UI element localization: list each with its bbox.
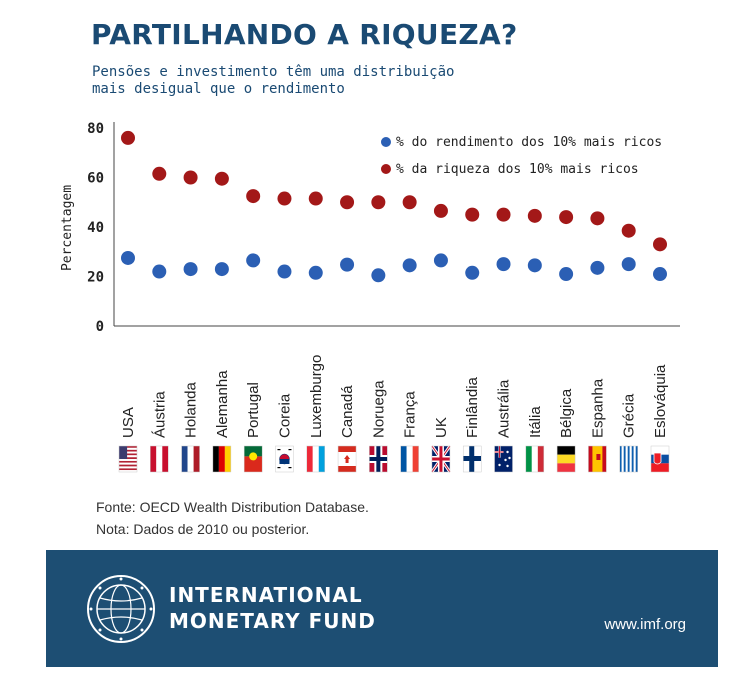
data-point — [590, 260, 605, 275]
x-tick-label: Áustria — [151, 391, 168, 438]
x-tick-label: Portugal — [245, 382, 262, 438]
chart: 0 20 40 60 80 Percentagem USA Áustria Holanda A… — [60, 121, 680, 473]
country-flags — [118, 445, 670, 473]
x-tick-label: Itália — [527, 406, 544, 438]
y-axis-label: Percentagem — [60, 185, 75, 271]
nl-flag — [181, 445, 200, 473]
data-point — [465, 265, 480, 280]
x-tick-label: Coreia — [276, 393, 293, 438]
data-point — [340, 257, 355, 272]
legend-marker — [381, 164, 391, 174]
x-tick-label: USA — [120, 407, 137, 438]
imf-url[interactable]: www.imf.org — [604, 616, 686, 633]
data-point — [371, 268, 386, 283]
data-point — [527, 258, 542, 273]
data-point — [121, 130, 135, 145]
pt-flag — [243, 445, 263, 473]
data-point — [152, 264, 167, 279]
x-tick-label: França — [402, 391, 419, 438]
data-point — [308, 265, 323, 280]
data-point — [308, 191, 323, 206]
data-point — [152, 166, 167, 181]
imf-name: INTERNATIONAL MONETARY FUND — [169, 583, 376, 633]
data-point — [121, 250, 135, 265]
data-point — [246, 253, 261, 268]
data-point — [433, 253, 448, 268]
chart-axes — [113, 122, 680, 327]
x-tick-label: Holanda — [183, 381, 200, 438]
es-flag — [588, 445, 607, 473]
data-point — [433, 203, 448, 218]
x-axis: USA Áustria Holanda Alemanha Portugal Coreia L… — [120, 355, 669, 438]
data-point — [340, 195, 355, 210]
x-tick-label: Alemanha — [214, 370, 231, 438]
no-flag — [369, 445, 388, 473]
x-tick-label: Eslováquia — [652, 364, 669, 438]
ca-flag — [337, 445, 357, 473]
y-tick-label: 20 — [87, 270, 104, 286]
data-point — [183, 262, 198, 277]
data-point — [559, 210, 574, 225]
x-tick-label: Grécia — [621, 393, 638, 438]
data-point — [621, 257, 636, 272]
chart-title: PARTILHANDO A RIQUEZA? — [91, 18, 518, 51]
x-tick-label: Luxemburgo — [308, 355, 325, 438]
source-note: Fonte: OECD Wealth Distribution Database… — [96, 499, 369, 515]
data-point — [559, 267, 574, 282]
x-tick-label: UK — [433, 417, 450, 438]
it-flag — [525, 445, 545, 473]
footer-banner: INTERNATIONAL MONETARY FUND www.imf.org — [46, 550, 718, 667]
at-flag — [150, 445, 169, 473]
imf-seal-icon — [87, 575, 155, 643]
sk-flag — [650, 445, 670, 473]
data-point — [590, 211, 605, 226]
data-note: Nota: Dados de 2010 ou posterior. — [96, 521, 310, 537]
y-tick-label: 80 — [87, 121, 104, 137]
y-tick-label: 40 — [87, 220, 104, 236]
chart-subtitle: Pensões e investimento têm uma distribui… — [92, 64, 455, 97]
data-point — [402, 258, 417, 273]
fi-flag — [462, 445, 482, 473]
data-point — [496, 207, 511, 222]
y-axis: 0 20 40 60 80 — [87, 121, 104, 335]
legend-label: % da riqueza dos 10% mais ricos — [396, 162, 639, 177]
y-tick-label: 60 — [87, 171, 104, 187]
data-point — [371, 195, 386, 210]
gr-flag — [619, 445, 638, 473]
data-point — [402, 195, 417, 210]
us-flag — [118, 445, 138, 473]
x-tick-label: Canadá — [339, 385, 356, 438]
data-point — [527, 208, 542, 223]
data-point — [653, 267, 667, 282]
data-point — [183, 170, 198, 185]
y-tick-label: 0 — [96, 319, 104, 335]
data-point — [277, 264, 292, 279]
fr-flag — [400, 445, 419, 473]
au-flag — [494, 445, 513, 473]
data-point — [246, 189, 261, 204]
kr-flag — [275, 445, 294, 473]
data-point — [277, 191, 292, 206]
x-tick-label: Bélgica — [558, 388, 575, 438]
legend: % do rendimento dos 10% mais ricos % da r… — [381, 135, 662, 177]
x-tick-label: Finlândia — [464, 376, 481, 438]
chart-notes: Fonte: OECD Wealth Distribution Database… — [96, 496, 369, 540]
data-point — [214, 262, 229, 277]
data-point — [621, 223, 636, 238]
be-flag — [556, 445, 576, 473]
data-points — [121, 130, 667, 283]
x-tick-label: Austrália — [496, 379, 513, 438]
lu-flag — [306, 445, 326, 473]
x-tick-label: Espanha — [589, 378, 606, 438]
legend-marker — [381, 137, 391, 147]
gb-flag — [430, 445, 452, 473]
de-flag — [212, 445, 232, 473]
legend-label: % do rendimento dos 10% mais ricos — [396, 135, 662, 150]
data-point — [465, 207, 480, 222]
x-tick-label: Noruega — [370, 380, 387, 438]
data-point — [214, 171, 229, 186]
data-point — [496, 257, 511, 272]
data-point — [653, 237, 667, 252]
